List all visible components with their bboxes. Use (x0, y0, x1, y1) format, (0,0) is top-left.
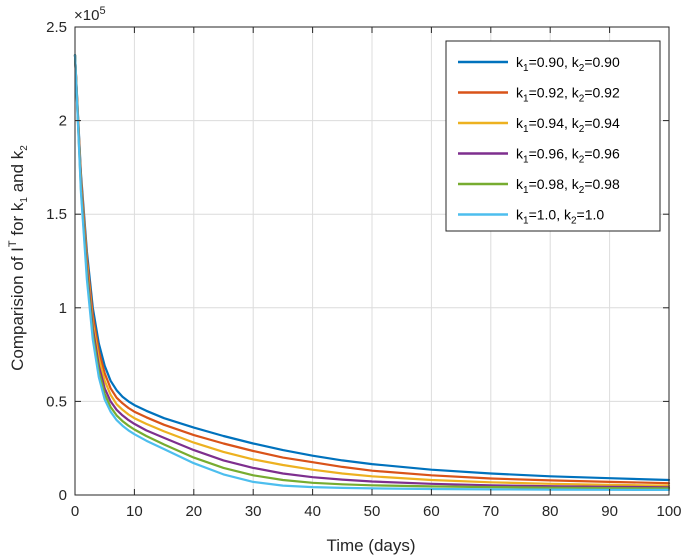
y-exponent-label: ×105 (74, 5, 106, 24)
tick-labels: 0 10 20 30 40 50 60 70 80 90 100 0 0.5 1 1.5 2 2.5 (46, 19, 681, 520)
legend-entry-6: k1=1.0, k2=1.0 (516, 207, 604, 227)
legend-entry-4: k1=0.96, k2=0.96 (516, 146, 620, 166)
x-tick-label: 30 (245, 503, 262, 520)
x-tick-label: 100 (656, 503, 681, 520)
x-tick-label: 80 (542, 503, 559, 520)
y-tick-label: 1 (59, 300, 67, 317)
ticks (74, 26, 670, 496)
y-tick-label: 0.5 (46, 393, 67, 410)
series-line-1 (73, 53, 671, 482)
x-tick-label: 50 (364, 503, 381, 520)
x-tick-label: 10 (126, 503, 143, 520)
x-tick-label: 60 (423, 503, 440, 520)
y-tick-label: 1.5 (46, 206, 67, 223)
legend-entry-5: k1=0.98, k2=0.98 (516, 176, 620, 196)
x-tick-label: 90 (601, 503, 618, 520)
x-tick-label: 20 (185, 503, 202, 520)
legend: k1=0.90, k2=0.90 k1=0.92, k2=0.92 k1=0.94,… (445, 40, 661, 232)
legend-entry-3: k1=0.94, k2=0.94 (516, 115, 620, 135)
x-axis-label: Time (days) (326, 536, 415, 555)
x-tick-label: 70 (482, 503, 499, 520)
y-tick-label: 2 (59, 113, 67, 130)
y-tick-label: 2.5 (46, 19, 67, 36)
legend-entry-1: k1=0.90, k2=0.90 (516, 54, 620, 74)
series-line-3 (73, 53, 671, 487)
x-tick-label: 0 (71, 503, 79, 520)
legend-entry-2: k1=0.92, k2=0.92 (516, 85, 620, 105)
y-tick-label: 0 (59, 487, 67, 504)
series-line-2 (73, 53, 671, 485)
x-tick-label: 40 (304, 503, 321, 520)
legend-box (445, 40, 661, 232)
y-axis-label: Comparision of IT for k1 and k2 (7, 145, 30, 371)
